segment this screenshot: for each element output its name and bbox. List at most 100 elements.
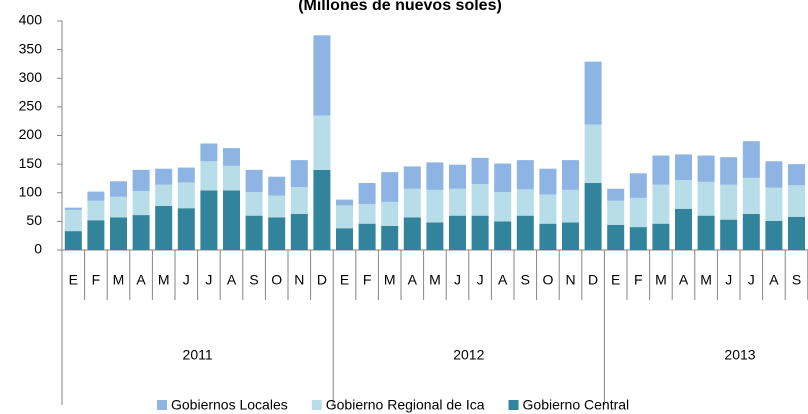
bar-segment: [675, 154, 692, 181]
bar-segment: [494, 221, 512, 250]
bar-segment: [87, 200, 105, 221]
bar-segment: [720, 157, 738, 185]
bar-segment: [471, 215, 489, 250]
bar-segment: [110, 196, 127, 218]
x-tick-label: F: [363, 272, 372, 288]
x-tick-label: N: [294, 272, 304, 288]
x-tick-label: E: [69, 272, 78, 288]
bar-segment: [200, 143, 218, 162]
x-tick-label: M: [113, 272, 125, 288]
bar-segment: [584, 61, 602, 125]
bar-segment: [449, 164, 466, 189]
legend-swatch: [508, 400, 519, 410]
bar-segment: [132, 215, 150, 250]
x-tick-label: E: [611, 272, 620, 288]
bar-segment: [584, 183, 602, 250]
bar-segment: [268, 217, 286, 250]
bar-segment: [223, 165, 240, 191]
bar-segment: [177, 167, 195, 183]
bar-segment: [788, 185, 805, 217]
bar-segment: [516, 215, 534, 250]
bar-segment: [358, 204, 376, 224]
x-tick-label: M: [700, 272, 712, 288]
bar-segment: [245, 192, 263, 216]
bar-segment: [494, 192, 512, 222]
x-tick-label: M: [384, 272, 396, 288]
bar-segment: [788, 164, 805, 186]
bar-segment: [110, 181, 127, 197]
bar-segment: [652, 155, 670, 185]
bar-segment: [652, 223, 670, 250]
bar-segment: [245, 215, 263, 250]
bar-segment: [652, 184, 670, 224]
bar-segment: [358, 223, 376, 250]
bar-segment: [765, 187, 783, 221]
x-tick-label: D: [588, 272, 598, 288]
bar-segment: [290, 160, 308, 188]
bar-segment: [381, 225, 399, 250]
x-tick-label: J: [205, 272, 212, 288]
x-tick-label: N: [565, 272, 575, 288]
bar-segment: [742, 213, 760, 250]
x-group-label: 2011: [183, 347, 213, 363]
y-tick-label: 250: [19, 98, 43, 114]
bar-segment: [110, 217, 127, 250]
bar-segment: [64, 231, 82, 250]
x-group-label: 2012: [453, 347, 484, 363]
bar-segment: [516, 160, 534, 190]
bar-segment: [223, 190, 240, 250]
bar-segment: [200, 161, 218, 191]
x-tick-label: J: [748, 272, 755, 288]
bar-segment: [471, 184, 489, 216]
x-tick-label: J: [725, 272, 732, 288]
bar-segment: [607, 224, 625, 250]
x-tick-label: A: [769, 272, 779, 288]
x-tick-label: A: [679, 272, 689, 288]
bar-segment: [562, 222, 579, 250]
bar-segment: [381, 172, 399, 202]
bar-segment: [788, 216, 805, 250]
x-tick-label: J: [454, 272, 461, 288]
y-tick-label: 400: [19, 12, 43, 28]
bar-segment: [675, 180, 692, 209]
x-tick-label: S: [521, 272, 530, 288]
bar-segment: [200, 190, 218, 250]
x-tick-label: A: [408, 272, 418, 288]
x-tick-label: E: [340, 272, 349, 288]
bar-segment: [742, 177, 760, 214]
bar-segment: [675, 208, 692, 250]
x-tick-label: S: [792, 272, 801, 288]
x-group-label: 2013: [724, 347, 755, 363]
bar-segment: [697, 181, 715, 216]
bar-segment: [629, 197, 647, 228]
bar-segment: [539, 194, 557, 224]
bar-segment: [64, 209, 82, 232]
bar-segment: [290, 187, 308, 214]
y-tick-label: 200: [19, 126, 43, 142]
bar-segment: [697, 215, 715, 250]
bar-segment: [426, 189, 444, 223]
x-tick-label: S: [249, 272, 258, 288]
bar-segment: [177, 182, 195, 209]
bar-segment: [87, 220, 105, 250]
bar-segment: [539, 168, 557, 195]
x-tick-label: M: [429, 272, 441, 288]
y-tick-label: 0: [34, 241, 42, 257]
bar-segment: [449, 188, 466, 216]
bar-segment: [584, 124, 602, 184]
bar-segment: [132, 191, 150, 216]
x-tick-label: D: [317, 272, 327, 288]
bar-segment: [313, 35, 331, 116]
bar-segment: [155, 168, 173, 185]
bar-segment: [426, 222, 444, 250]
bar-segment: [765, 220, 783, 250]
bar-segment: [607, 200, 625, 225]
bar-segment: [471, 157, 489, 185]
bar-segment: [539, 223, 557, 250]
x-tick-label: M: [655, 272, 667, 288]
bar-segment: [336, 205, 353, 229]
bar-segment: [268, 176, 286, 196]
bar-segment: [742, 141, 760, 178]
